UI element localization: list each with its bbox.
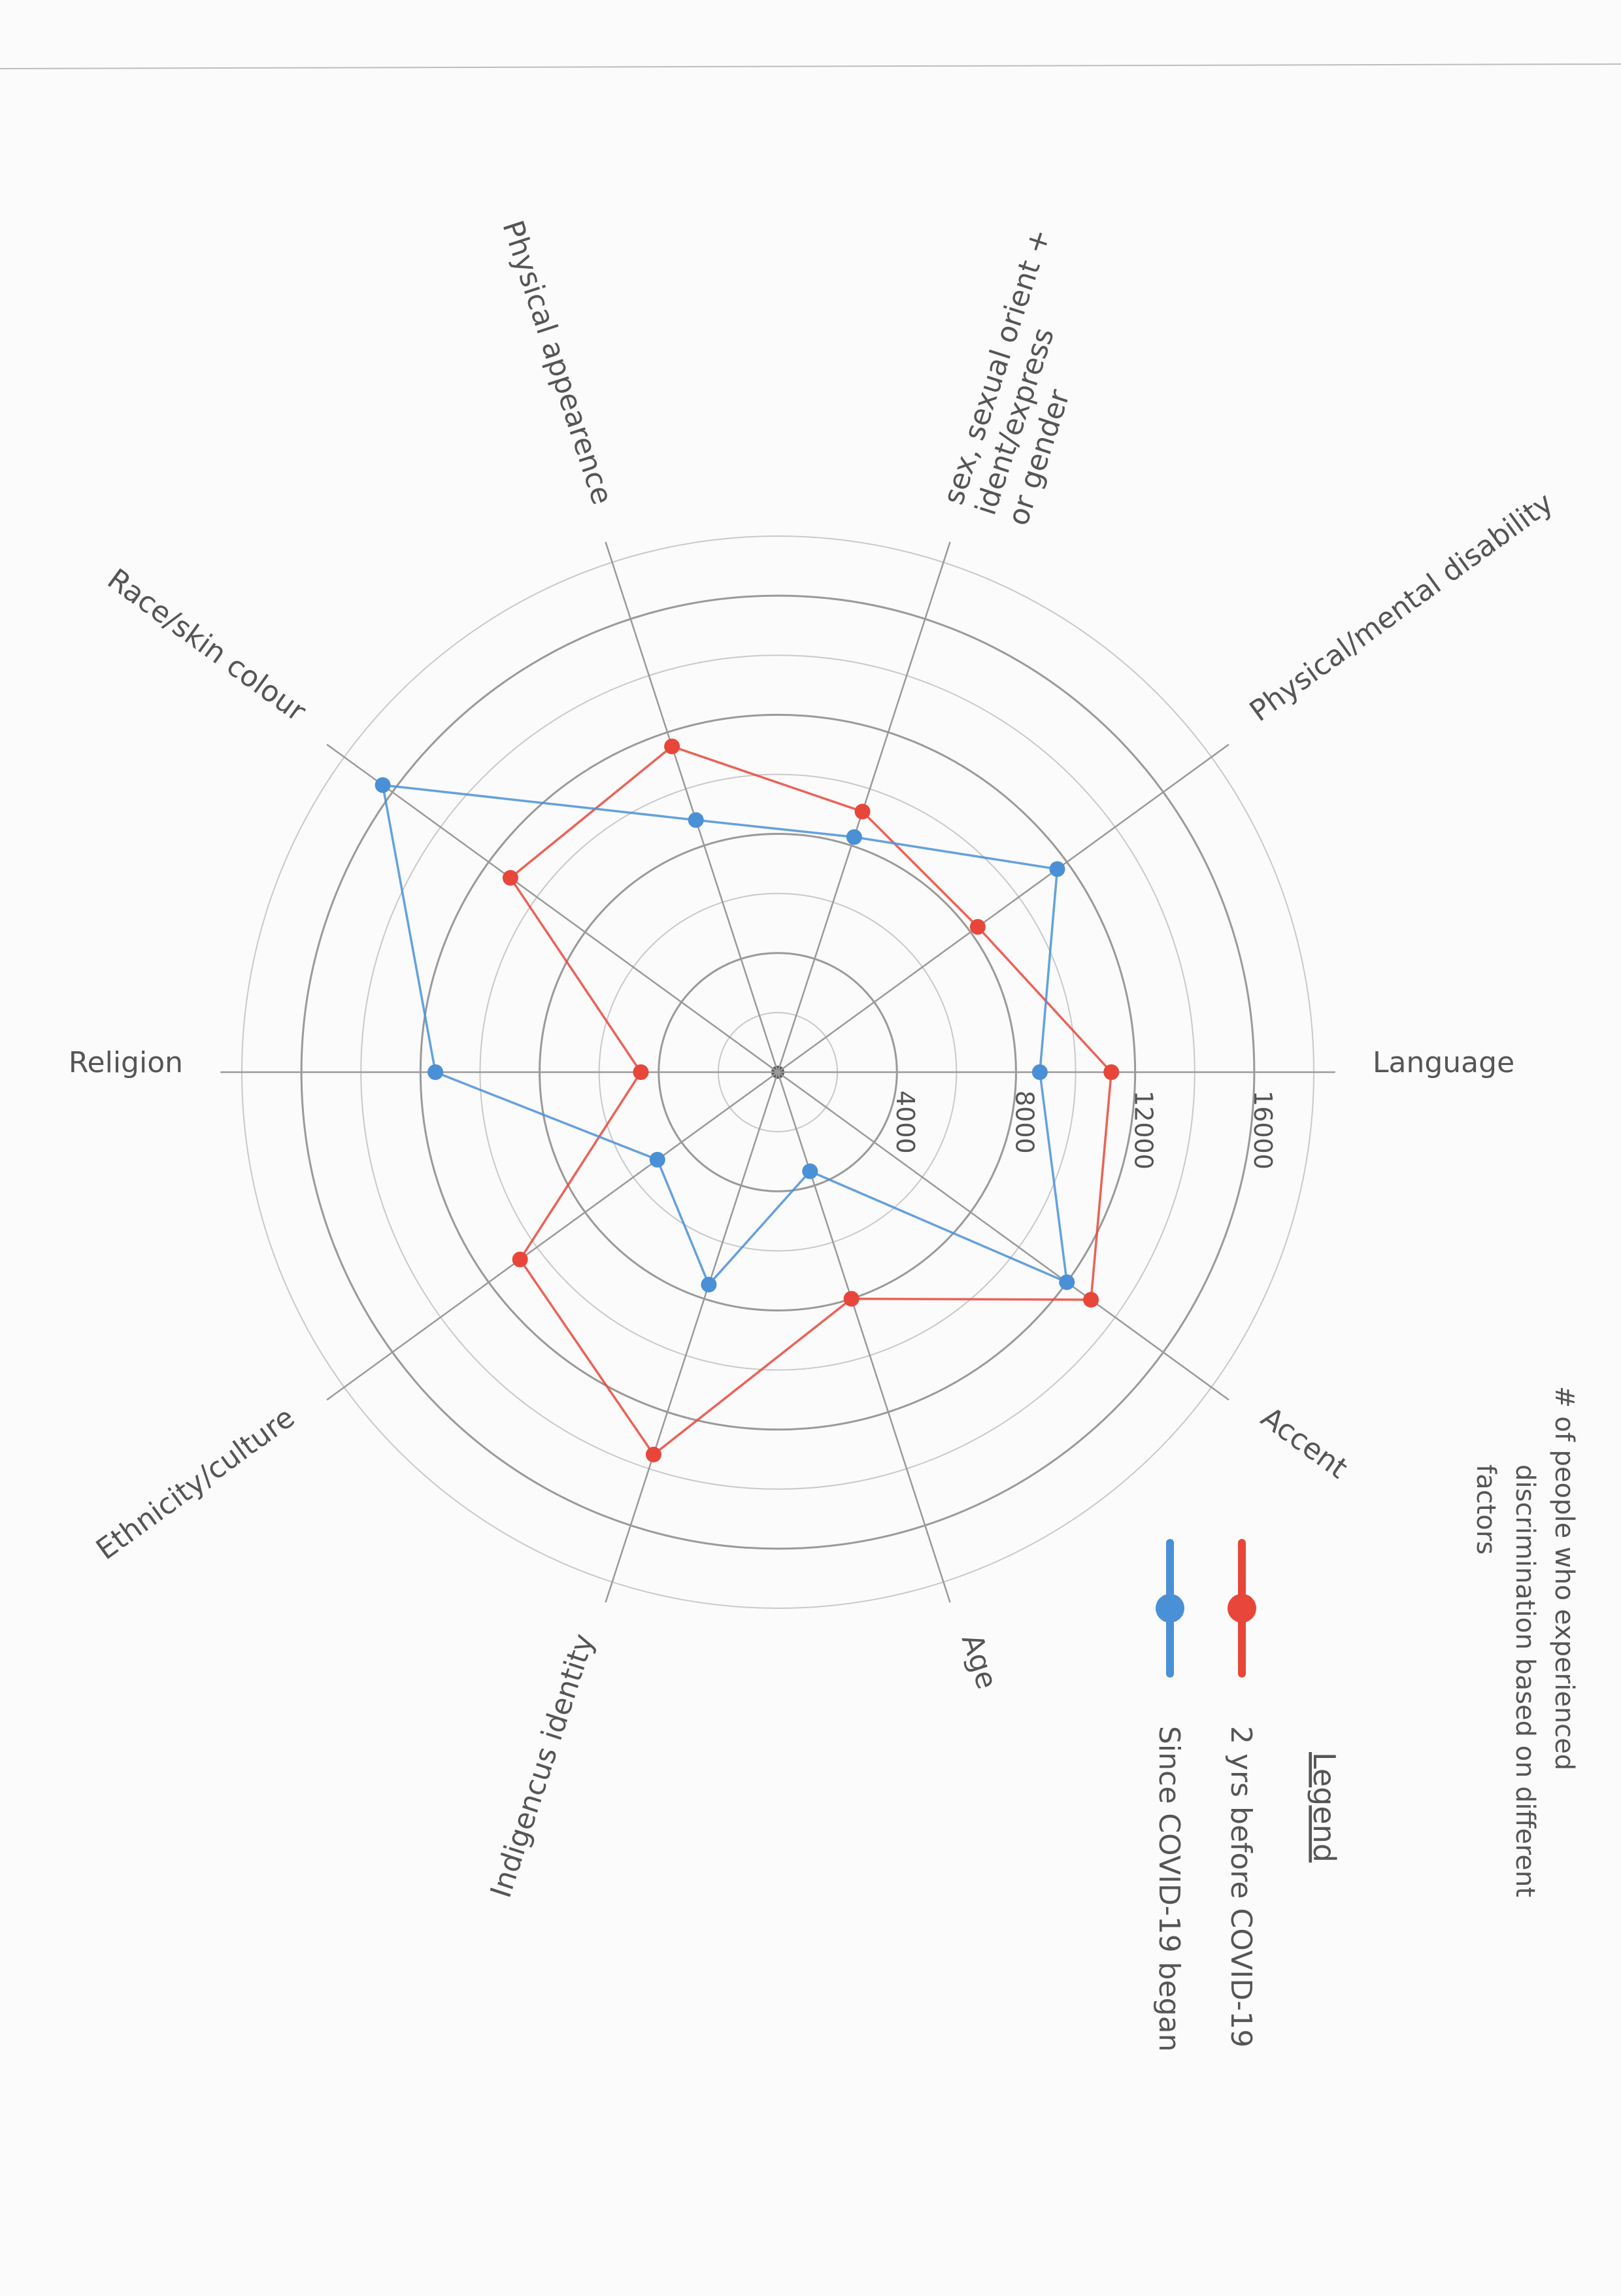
chart-title-continued: discrimination based on different <box>1510 1464 1540 1897</box>
data-point <box>688 812 704 828</box>
data-point <box>1083 1292 1099 1308</box>
category-label: Religion <box>69 1046 183 1079</box>
legend: Legend 2 yrs before COVID-19 Since COVID-… <box>1152 1539 1342 2051</box>
data-point <box>969 919 986 935</box>
radial-tick-labels: 4000 8000 12000 16000 <box>891 1090 1277 1170</box>
legend-label: Since COVID-19 began <box>1152 1726 1186 2051</box>
chart-title: # of people who experienced <box>1549 1386 1579 1770</box>
axis-line <box>777 1072 951 1603</box>
data-point <box>1031 1064 1048 1080</box>
legend-swatch-marker <box>1156 1594 1184 1623</box>
axis-line <box>326 1071 778 1401</box>
data-point <box>375 777 391 793</box>
series-layer <box>375 738 1120 1462</box>
data-point <box>427 1064 444 1080</box>
axis-line <box>605 1072 779 1603</box>
legend-label: 2 yrs before COVID-19 <box>1224 1726 1258 2048</box>
paper-edge <box>0 63 1621 69</box>
axis-line <box>777 1071 1229 1401</box>
data-point <box>1059 1274 1075 1291</box>
category-label-line: Language <box>1373 1046 1514 1079</box>
data-point <box>1049 861 1065 877</box>
category-label: Language <box>1373 1046 1514 1079</box>
axis-line <box>326 743 778 1073</box>
category-label-line: Religion <box>69 1046 183 1079</box>
legend-swatch-marker <box>1228 1594 1256 1623</box>
data-point <box>802 1163 818 1179</box>
axis-line <box>777 743 1229 1073</box>
data-point <box>701 1276 717 1292</box>
chart-title-continued-2: factors <box>1471 1464 1501 1555</box>
data-point <box>512 1251 528 1268</box>
data-point <box>502 869 518 886</box>
data-point <box>645 1446 661 1462</box>
data-point <box>1103 1064 1120 1080</box>
legend-title: Legend <box>1307 1752 1342 1863</box>
data-point <box>843 1291 860 1307</box>
data-point <box>633 1064 649 1080</box>
chart-title-group: # of people who experienced discriminati… <box>1471 1386 1579 1897</box>
radial-tick-label: 12000 <box>1129 1090 1158 1170</box>
radial-tick-label: 16000 <box>1248 1090 1277 1170</box>
data-point <box>649 1151 665 1168</box>
radar-grid <box>220 535 1335 1609</box>
data-point <box>664 738 680 754</box>
radial-tick-label: 4000 <box>891 1090 920 1154</box>
data-point <box>854 803 871 820</box>
axis-line <box>605 541 779 1073</box>
data-point <box>846 829 862 845</box>
radial-tick-label: 8000 <box>1010 1090 1039 1154</box>
